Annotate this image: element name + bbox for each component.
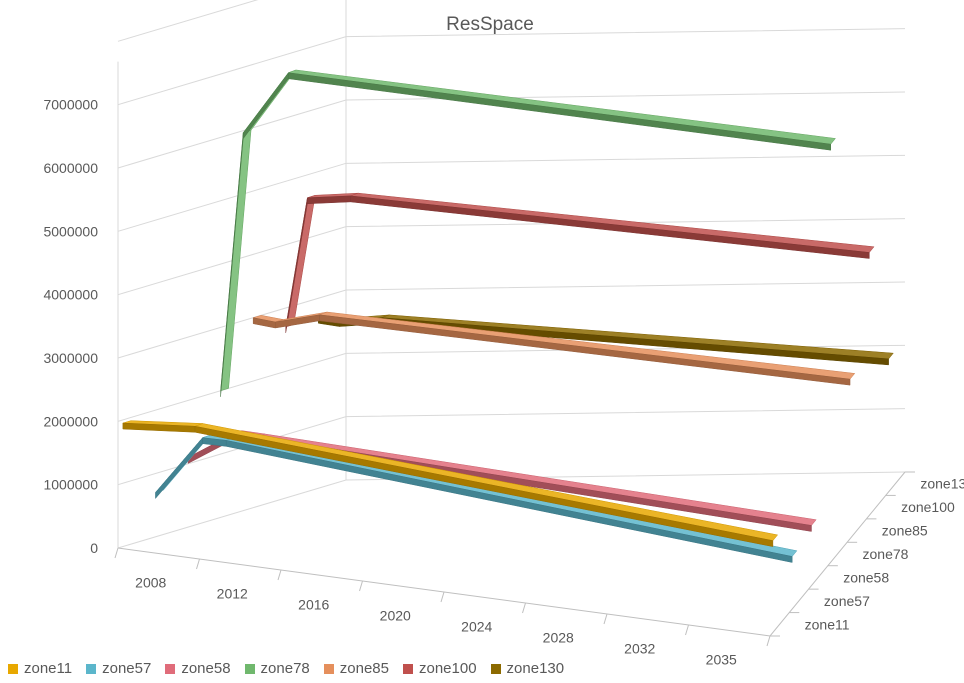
legend-label: zone11 [24, 660, 73, 677]
legend-label: zone100 [418, 660, 477, 677]
legend-item-zone100: zone100 [402, 660, 477, 677]
legend-item-zone78: zone78 [244, 660, 310, 677]
ribbon-side-zone11 [194, 425, 774, 547]
legend-label: zone85 [339, 660, 389, 677]
y-tick-labels: 0 1000000 2000000 3000000 4000000 5000000 6000… [43, 97, 98, 556]
ribbon-side-zone100 [285, 197, 308, 334]
x-tick-label: 2032 [624, 641, 655, 657]
y-tick-label: 5000000 [43, 223, 98, 239]
legend-label: zone58 [181, 660, 231, 677]
z-tick-label: zone58 [843, 569, 889, 585]
z-tick-label: zone85 [882, 523, 928, 539]
ribbon-top-zone78 [288, 69, 836, 145]
x-tick-mark [522, 602, 526, 614]
x-tick-label: 2035 [706, 652, 737, 668]
x-tick-label: 2020 [380, 608, 411, 624]
y-tick-label: 2000000 [43, 413, 98, 429]
y-tick-label: 6000000 [43, 160, 98, 176]
legend-label: zone78 [260, 660, 310, 677]
series-zone78 [220, 69, 836, 397]
ribbon-side-zone100 [350, 195, 870, 259]
legend-label: zone130 [506, 660, 565, 677]
ribbon-side-zone85 [319, 314, 851, 386]
legend-swatch [323, 663, 334, 674]
legend-item-zone130: zone130 [490, 660, 565, 677]
x-tick-labels: 2008 2012 2016 2020 2024 2028 2032 2035 [135, 575, 737, 668]
series-zone57 [154, 434, 798, 563]
legend-swatch [86, 663, 97, 674]
x-tick-mark [114, 547, 119, 559]
legend: zone11 zone57 zone58 zone78 zone85 zone100 zon… [8, 660, 578, 677]
z-tick-labels: zone11 zone57 zone58 zone78 zone85 zone100 zon… [805, 476, 964, 633]
y-tick-label: 3000000 [43, 350, 98, 366]
ribbon-side-zone78 [220, 132, 244, 397]
x-tick-mark [196, 558, 200, 570]
legend-swatch [8, 663, 18, 674]
legend-swatch [244, 663, 255, 674]
z-tick-label: zone130 [920, 476, 964, 492]
x-tick-label: 2012 [217, 586, 248, 602]
series-zone11 [122, 420, 779, 547]
ribbon-side-zone78 [288, 72, 831, 151]
x-tick-label: 2008 [135, 575, 166, 591]
y-tick-label: 4000000 [43, 287, 98, 303]
y-tick-label: 0 [90, 540, 98, 556]
z-tick-label: zone78 [863, 546, 909, 562]
chart-title: ResSpace [446, 14, 534, 35]
gridline-top [117, 0, 259, 42]
z-tick-label: zone100 [901, 499, 955, 515]
grid-layer [114, 0, 915, 647]
z-tick-label: zone57 [824, 593, 870, 609]
legend-swatch [490, 663, 501, 674]
series-zone100 [285, 192, 875, 334]
x-tick-mark [685, 624, 689, 636]
series-layer [122, 69, 894, 563]
x-tick-label: 2028 [543, 630, 574, 646]
legend-swatch [402, 663, 413, 674]
legend-item-zone11: zone11 [8, 660, 72, 677]
x-tick-mark [766, 635, 771, 647]
x-tick-mark [603, 613, 608, 625]
x-tick-label: 2024 [461, 619, 492, 635]
ribbon-side-zone57 [155, 437, 203, 500]
legend-item-zone85: zone85 [323, 660, 389, 677]
x-tick-mark [277, 569, 282, 581]
ribbon-side-zone78 [242, 71, 289, 140]
legend-label: zone57 [102, 660, 152, 677]
ribbon-top-zone58 [256, 433, 817, 526]
y-tick-label: 7000000 [43, 97, 98, 113]
y-tick-label: 1000000 [43, 477, 98, 493]
x-tick-label: 2016 [298, 597, 329, 613]
series-zone85 [252, 311, 856, 386]
legend-item-zone57: zone57 [86, 660, 151, 677]
legend-item-zone58: zone58 [165, 660, 231, 677]
x-tick-mark [359, 580, 363, 592]
ribbon-top-zone78 [220, 129, 252, 392]
legend-swatch [165, 663, 176, 674]
ribbon-top-zone100 [350, 192, 875, 253]
z-tick-label: zone11 [805, 616, 850, 632]
ribbon-side-zone85 [275, 314, 320, 329]
ribbon-side-zone57 [225, 440, 793, 563]
ribbon-top-zone11 [194, 423, 779, 541]
x-tick-mark [440, 591, 445, 603]
